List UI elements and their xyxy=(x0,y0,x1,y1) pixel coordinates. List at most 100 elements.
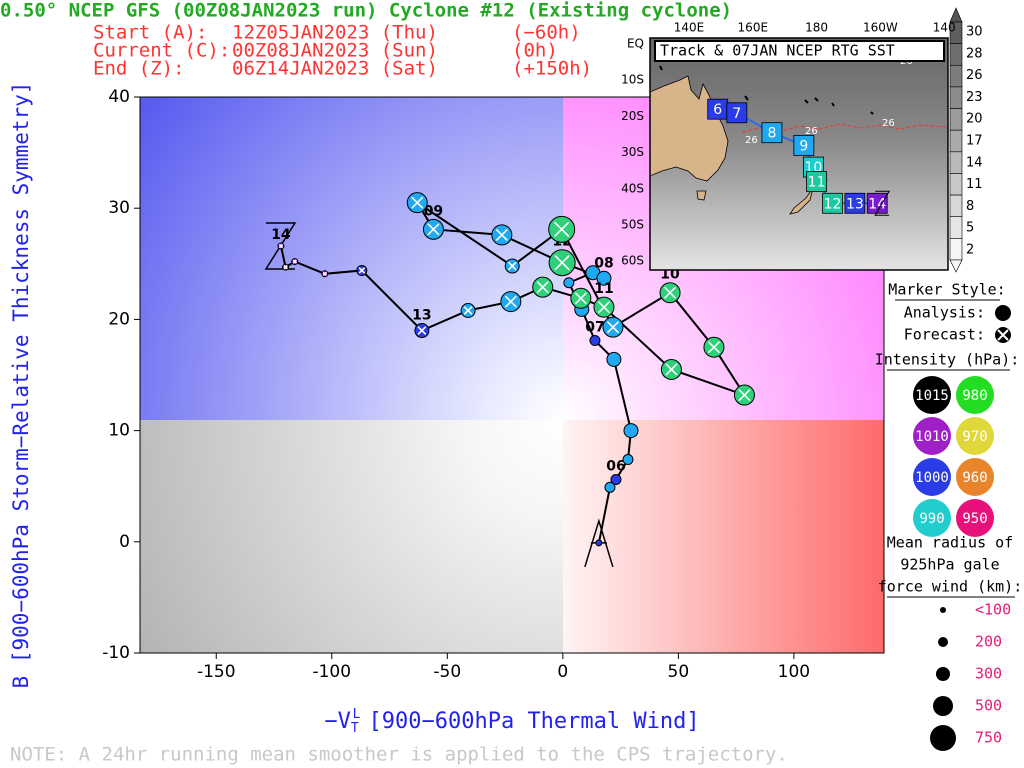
colorbar-cell xyxy=(949,86,963,109)
note: NOTE: A 24hr running mean smoother is ap… xyxy=(10,744,788,766)
forecast-x xyxy=(322,271,328,277)
x-label-sub: T xyxy=(351,721,359,736)
track-point xyxy=(604,481,616,493)
land-nz-south xyxy=(789,187,814,215)
forecast-x xyxy=(665,363,678,376)
legend: Marker Style: Analysis: Forecast: Intens… xyxy=(875,281,1022,751)
forecast-x xyxy=(536,281,549,294)
forecast-x xyxy=(574,292,587,305)
contour-label: 26 xyxy=(805,126,818,137)
map-track-box xyxy=(726,102,748,124)
lat-label: 40S xyxy=(621,181,644,195)
forecast-x xyxy=(495,228,508,241)
map-track-box xyxy=(761,122,783,144)
forecast-x xyxy=(606,321,620,334)
x-label-symbol: −V xyxy=(324,709,351,734)
forecast-x xyxy=(553,221,570,238)
track-point xyxy=(610,474,622,486)
colorbar-label: 11 xyxy=(966,177,983,192)
colorbar-cell xyxy=(949,194,963,218)
colorbar-label: 30 xyxy=(966,25,983,40)
date-label: 09 xyxy=(424,203,443,219)
lon-label: 140E xyxy=(674,21,705,35)
x-tick-label: 100 xyxy=(778,662,810,682)
intensity-label: 990 xyxy=(919,511,944,527)
size-label: 200 xyxy=(975,633,1002,651)
intensity-label: 1015 xyxy=(915,388,949,404)
intensity-label: 950 xyxy=(962,511,987,527)
intensity-label: 960 xyxy=(962,470,987,486)
contour-label: 26 xyxy=(745,135,758,146)
map-frame xyxy=(649,37,949,271)
track-point xyxy=(563,277,575,289)
land-tasmania xyxy=(696,190,707,201)
forecast-x xyxy=(411,196,424,209)
intensity-swatch xyxy=(956,499,994,537)
forecast-x xyxy=(358,267,366,274)
quadrant-shade xyxy=(563,420,884,653)
lon-label: 160E xyxy=(738,21,769,35)
date-label: 14 xyxy=(271,227,291,243)
contour-label: 26 xyxy=(882,118,895,129)
track-point xyxy=(623,423,639,439)
y-axis-label: B [900−600hPa Storm−Relative Thickness S… xyxy=(9,82,33,689)
intensity-label: 1010 xyxy=(915,429,949,445)
map-track-label: 13 xyxy=(846,196,864,212)
forecast-x xyxy=(292,259,298,264)
x-tick-label: 50 xyxy=(668,662,690,682)
x-tick-label: -50 xyxy=(433,662,461,682)
size-swatch xyxy=(936,667,950,681)
legend-heading: Mean radius of xyxy=(887,534,1013,552)
lat-label: 20S xyxy=(621,109,644,123)
y-tick-label: 40 xyxy=(108,87,130,107)
track-point xyxy=(595,539,603,547)
info-time: 06Z14JAN2023 (Sat) xyxy=(232,58,438,80)
intensity-label: 1000 xyxy=(915,470,949,486)
forecast-x xyxy=(997,329,1009,341)
size-swatch xyxy=(933,696,953,716)
intensity-swatch xyxy=(913,499,951,537)
quadrant-shade xyxy=(140,97,563,420)
forecast-x xyxy=(463,306,473,315)
track-point xyxy=(589,335,601,347)
size-label: 500 xyxy=(975,697,1002,715)
map-track-label: 12 xyxy=(824,196,842,212)
x-tick-label: 0 xyxy=(557,662,568,682)
colorbar-label: 14 xyxy=(966,155,983,170)
legend-label: Forecast: xyxy=(904,326,985,344)
forecast-x xyxy=(663,286,677,299)
intensity-swatch xyxy=(956,417,994,455)
colorbar-label: 26 xyxy=(966,68,983,83)
forecast-x xyxy=(427,223,440,236)
map-title: Track & 07JAN NCEP RTG SST xyxy=(660,42,895,60)
intensity-swatch xyxy=(913,458,951,496)
info-offset: (0h) xyxy=(512,40,558,62)
x-tick-label: -100 xyxy=(312,662,351,682)
map-track-label: 7 xyxy=(732,106,741,122)
forecast-x xyxy=(507,261,517,271)
map-track-label: 9 xyxy=(799,138,808,154)
forecast-x xyxy=(597,301,611,314)
colorbar-cell xyxy=(949,151,963,174)
size-label: 300 xyxy=(975,665,1002,683)
lat-label: 10S xyxy=(621,73,644,87)
forecast-x xyxy=(554,254,570,271)
map-track-label: 6 xyxy=(713,102,722,118)
map-track-box xyxy=(822,192,843,214)
colorbar-cell xyxy=(949,43,963,66)
info-label: End (Z): xyxy=(93,58,185,80)
intensity-swatch xyxy=(913,417,951,455)
colorbar-label: 5 xyxy=(966,221,974,236)
map-end-symbol xyxy=(874,190,891,216)
info-time: 12Z05JAN2023 (Thu) xyxy=(232,22,438,44)
legend-heading: 925hPa gale xyxy=(900,556,999,574)
forecast-x xyxy=(738,388,751,402)
legend-heading: Intensity (hPa): xyxy=(875,351,1020,369)
y-tick-label: 0 xyxy=(119,532,130,552)
size-swatch xyxy=(938,637,948,647)
date-label: 13 xyxy=(412,308,431,324)
forecast-x xyxy=(278,243,284,249)
lon-label: 180 xyxy=(805,21,828,35)
